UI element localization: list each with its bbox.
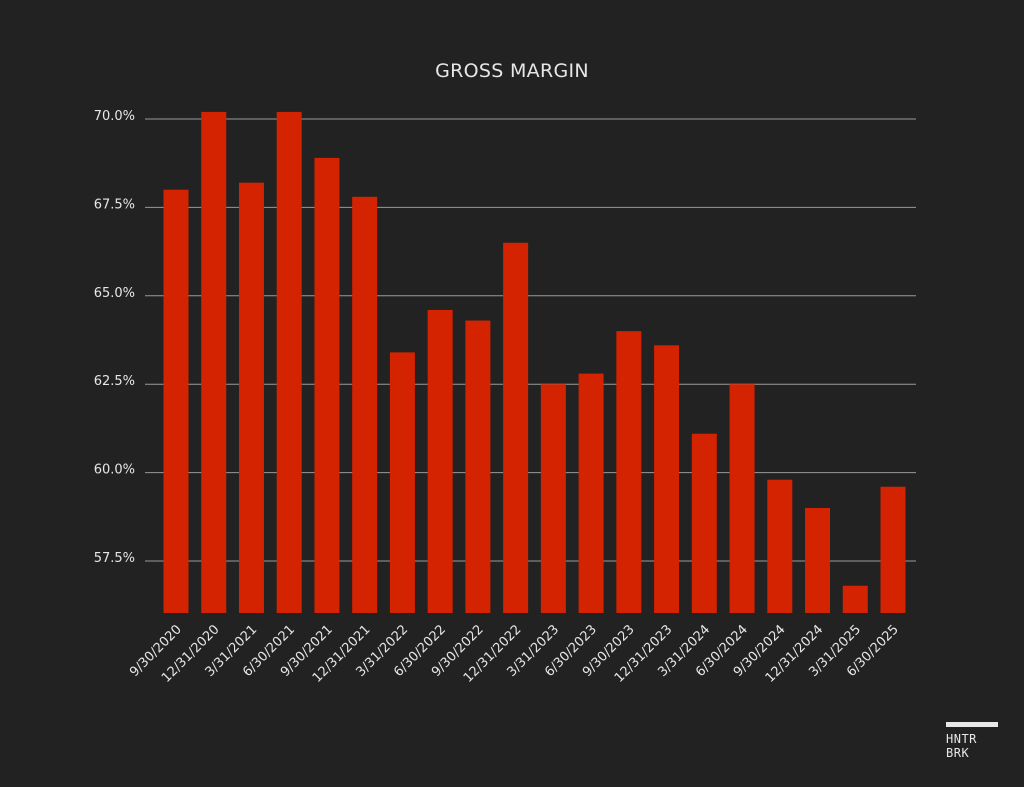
bar [314,157,340,613]
bar [389,352,415,613]
bar [238,182,264,613]
bar [691,433,717,613]
bar [276,111,302,613]
y-tick-label: 62.5% [94,374,135,389]
bar [767,479,793,613]
y-tick-label: 60.0% [94,463,135,478]
brand-logo-line1: HNTR [946,732,977,746]
brand-logo: HNTR BRK [946,722,998,760]
bar [163,189,189,613]
bar [842,585,868,613]
bar [578,373,604,613]
bars [163,111,906,614]
brand-logo-line2: BRK [946,746,970,760]
bar [540,384,566,613]
y-axis-ticks: 57.5% 60.0% 62.5% 65.0% 67.5% 70.0% [94,109,135,566]
bar [880,486,906,613]
bar [465,320,491,613]
bar [352,196,378,614]
y-tick-label: 57.5% [94,551,135,566]
bar [427,309,453,613]
bar [616,331,642,613]
bar [654,345,680,613]
y-tick-label: 65.0% [94,286,135,301]
brand-logo-bar [946,722,998,727]
y-tick-label: 67.5% [94,197,135,212]
bar [729,384,755,613]
x-axis-ticks: 9/30/202012/31/20203/31/20216/30/20219/3… [127,622,902,686]
y-tick-label: 70.0% [94,109,135,124]
bar [805,507,831,613]
bar [201,111,227,613]
bar [503,242,529,613]
chart-title: GROSS MARGIN [435,60,589,82]
